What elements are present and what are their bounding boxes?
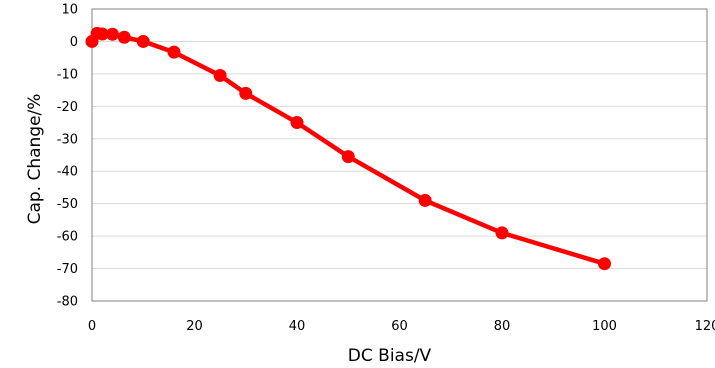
x-tick-label: 120: [695, 319, 715, 334]
y-axis-title: Cap. Change/%: [25, 94, 45, 225]
data-point: [117, 30, 131, 44]
data-point: [598, 257, 611, 271]
y-tick-label: -80: [57, 295, 78, 310]
y-tick-label: 0: [70, 35, 78, 50]
x-tick-label: 60: [391, 319, 408, 334]
x-tick-label: 20: [186, 319, 203, 334]
x-tick-label: 40: [289, 319, 306, 334]
x-tick-label: 0: [88, 319, 96, 334]
y-tick-label: -10: [57, 67, 78, 82]
data-point: [213, 69, 227, 83]
x-axis-ticks: 0 20 40 60 80 100 120: [88, 319, 715, 334]
y-tick-label: -50: [57, 197, 78, 212]
y-tick-label: -60: [57, 230, 78, 245]
y-axis-ticks: 10 0 -10 -20 -30 -40 -50 -60 -70 -80: [57, 3, 78, 310]
data-point: [136, 34, 150, 48]
data-point: [167, 45, 181, 59]
gridlines: [92, 40, 707, 270]
data-point: [239, 86, 253, 100]
x-tick-label: 80: [494, 319, 511, 334]
data-point: [290, 116, 304, 130]
data-point: [418, 193, 432, 207]
series-group: [85, 26, 611, 271]
data-point: [341, 150, 355, 164]
y-tick-label: -30: [57, 132, 78, 147]
y-tick-label: -20: [57, 100, 78, 115]
data-point: [495, 226, 509, 240]
x-axis-title: DC Bias/V: [348, 346, 432, 366]
x-tick-label: 100: [592, 319, 617, 334]
y-tick-label: -40: [57, 165, 78, 180]
plot-area: [91, 8, 708, 302]
y-tick-label: 10: [61, 3, 78, 18]
data-point: [106, 27, 119, 41]
y-tick-label: -70: [57, 262, 78, 277]
data-point: [95, 27, 109, 41]
